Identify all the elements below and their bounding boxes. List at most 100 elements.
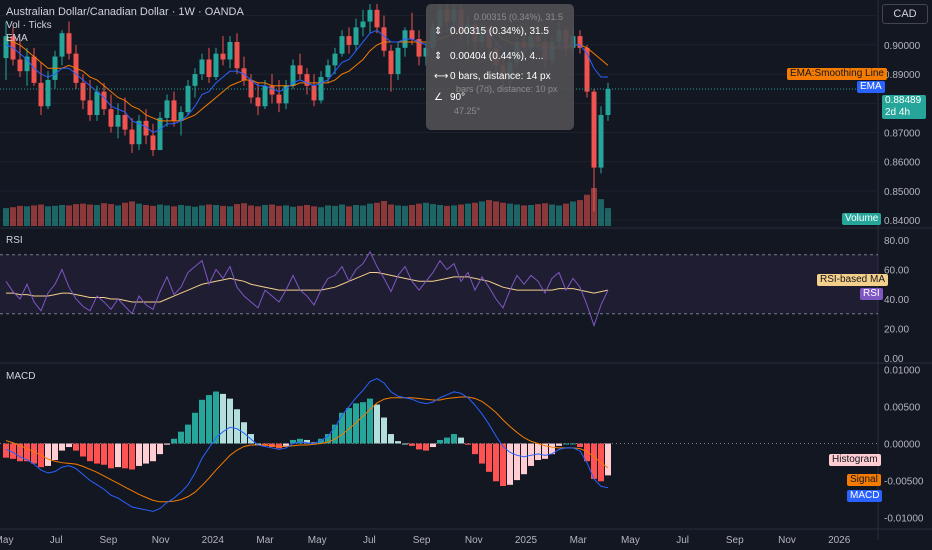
candle-body bbox=[577, 36, 583, 48]
candle-body bbox=[94, 91, 100, 115]
volume-bar bbox=[465, 203, 471, 226]
histogram-bar bbox=[178, 431, 184, 444]
candle bbox=[234, 33, 240, 75]
volume-bar bbox=[339, 204, 345, 226]
histogram-bar bbox=[213, 391, 219, 444]
volume-bar bbox=[171, 206, 177, 226]
histogram-bar bbox=[45, 443, 51, 466]
volume-bar bbox=[38, 204, 44, 226]
volume-bar bbox=[199, 205, 205, 226]
candle-body bbox=[206, 59, 212, 78]
candle-body bbox=[276, 94, 282, 104]
macd-line bbox=[5, 377, 609, 512]
histogram-bar bbox=[10, 443, 16, 459]
macd-tag: MACD bbox=[847, 490, 883, 502]
histogram-bar bbox=[514, 443, 520, 481]
candle-body bbox=[360, 21, 366, 28]
macd-axis-tick: -0.00500 bbox=[884, 476, 924, 487]
candle bbox=[164, 94, 170, 127]
candle-body bbox=[3, 36, 9, 59]
candle bbox=[157, 112, 163, 151]
macd-axis-tick: -0.01000 bbox=[884, 513, 924, 524]
candle bbox=[3, 21, 9, 80]
time-axis-tick: 2024 bbox=[202, 535, 225, 546]
tooltip-angle: ∠ 90° bbox=[434, 92, 466, 103]
histogram-bar bbox=[101, 443, 107, 465]
candle-body bbox=[283, 85, 289, 104]
candle-body bbox=[605, 89, 611, 115]
candle bbox=[129, 117, 135, 153]
candle bbox=[31, 47, 37, 86]
histogram-bar bbox=[430, 443, 436, 448]
time-axis-tick: Nov bbox=[152, 535, 170, 546]
ema-indicator-label[interactable]: EMA bbox=[6, 33, 28, 44]
macd-pane-label[interactable]: MACD bbox=[6, 371, 36, 382]
candle bbox=[353, 18, 359, 51]
candle-body bbox=[374, 9, 380, 28]
volume-bar bbox=[248, 205, 254, 226]
volume-bar bbox=[570, 201, 576, 226]
candle-body bbox=[598, 115, 604, 168]
candle-body bbox=[255, 97, 261, 107]
volume-bar bbox=[157, 204, 163, 226]
histogram-bar bbox=[304, 439, 310, 444]
histogram-bar bbox=[486, 443, 492, 472]
candle bbox=[304, 68, 310, 95]
volume-bar bbox=[283, 205, 289, 226]
histogram-bar bbox=[528, 443, 534, 466]
last-price-value: 0.88489 bbox=[885, 95, 922, 106]
bar-countdown: 2d 4h bbox=[885, 107, 911, 118]
histogram-bar bbox=[584, 443, 590, 462]
histogram-bar bbox=[507, 443, 513, 485]
histogram-bar bbox=[549, 443, 555, 455]
rsi-ma-tag: RSI-based MA bbox=[817, 274, 889, 286]
candle bbox=[255, 82, 261, 115]
histogram-bar bbox=[542, 443, 548, 459]
candle-body bbox=[325, 65, 331, 78]
candle-body bbox=[66, 33, 72, 54]
volume-bar bbox=[577, 200, 583, 226]
volume-bar bbox=[227, 206, 233, 226]
currency-button[interactable]: CAD bbox=[882, 4, 928, 24]
candle-body bbox=[234, 41, 240, 69]
histogram-bar bbox=[381, 417, 387, 444]
volume-bar bbox=[423, 202, 429, 226]
time-axis-tick: Sep bbox=[726, 535, 744, 546]
histogram-bar bbox=[563, 443, 569, 445]
ema-smoothing-tag: EMA:Smoothing Line bbox=[787, 68, 887, 80]
histogram-bar bbox=[255, 443, 261, 445]
candle bbox=[87, 79, 93, 121]
histogram-bar bbox=[52, 443, 58, 461]
volume-bar bbox=[304, 204, 310, 226]
histogram-bar bbox=[3, 443, 9, 458]
histogram-bar bbox=[416, 443, 422, 450]
histogram-bar bbox=[297, 438, 303, 444]
symbol-title[interactable]: Australian Dollar/Canadian Dollar · 1W ·… bbox=[6, 6, 244, 18]
candle bbox=[220, 36, 226, 66]
rsi-pane-label[interactable]: RSI bbox=[6, 235, 23, 246]
candle bbox=[395, 41, 401, 80]
volume-bar bbox=[87, 204, 93, 226]
candle-body bbox=[17, 59, 23, 72]
volume-indicator-label[interactable]: Vol · Ticks bbox=[6, 20, 52, 31]
candle-body bbox=[416, 39, 422, 57]
volume-bar bbox=[430, 204, 436, 226]
volume-bar bbox=[66, 205, 72, 226]
last-price-tag: 0.88489 2d 4h bbox=[882, 95, 926, 119]
histogram-bar bbox=[465, 443, 471, 445]
volume-bar bbox=[493, 201, 499, 226]
volume-bar bbox=[45, 206, 51, 226]
rsi-tag: RSI bbox=[860, 288, 883, 300]
candle bbox=[297, 53, 303, 80]
candle bbox=[136, 115, 142, 151]
volume-bar bbox=[367, 203, 373, 226]
histogram-bar bbox=[150, 443, 156, 462]
rsi-axis-tick: 40.00 bbox=[884, 295, 909, 306]
volume-bar bbox=[164, 205, 170, 226]
volume-bar bbox=[143, 204, 149, 226]
candle bbox=[311, 74, 317, 107]
volume-bar bbox=[500, 202, 506, 226]
histogram-bar bbox=[577, 443, 583, 448]
volume-bar bbox=[17, 205, 23, 226]
volume-bar bbox=[521, 205, 527, 226]
